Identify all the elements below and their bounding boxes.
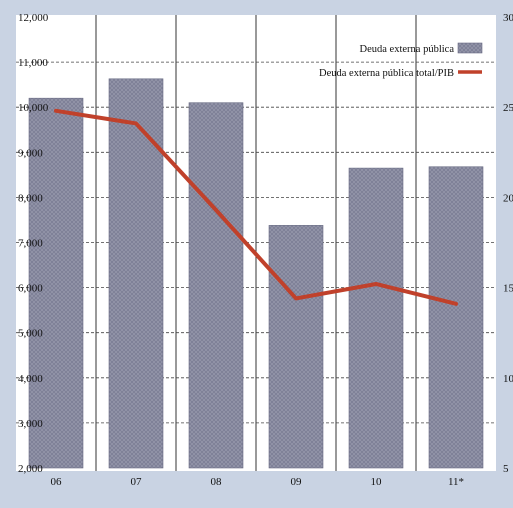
category-label: 08 bbox=[211, 476, 223, 488]
right-tick-label: 20 bbox=[503, 192, 513, 204]
right-tick-label: 15 bbox=[503, 283, 513, 295]
category-label: 10 bbox=[371, 476, 383, 488]
right-tick-label: 30 bbox=[503, 12, 513, 24]
right-tick-label: 10 bbox=[503, 373, 513, 385]
category-label: 11* bbox=[448, 476, 464, 488]
category-label: 07 bbox=[131, 476, 143, 488]
left-tick-label: 11,000 bbox=[18, 57, 48, 69]
left-tick-label: 7,000 bbox=[18, 238, 43, 250]
left-tick-label: 10,000 bbox=[18, 102, 49, 114]
right-tick-label: 25 bbox=[503, 102, 513, 114]
left-tick-label: 4,000 bbox=[18, 373, 43, 385]
bar-11* bbox=[429, 167, 483, 468]
left-tick-label: 12,000 bbox=[18, 12, 49, 24]
legend-label-line: Deuda externa pública total/PIB bbox=[319, 68, 454, 79]
legend-swatch-bar bbox=[458, 43, 482, 53]
bar-08 bbox=[189, 103, 243, 468]
left-tick-label: 8,000 bbox=[18, 192, 43, 204]
right-tick-label: 5 bbox=[503, 463, 509, 475]
left-tick-label: 5,000 bbox=[18, 328, 43, 340]
left-tick-label: 9,000 bbox=[18, 147, 43, 159]
category-label: 09 bbox=[291, 476, 303, 488]
left-tick-label: 2,000 bbox=[18, 463, 43, 475]
bar-09 bbox=[269, 225, 323, 468]
left-tick-label: 6,000 bbox=[18, 283, 43, 295]
bar-07 bbox=[109, 79, 163, 468]
legend-label-bar: Deuda externa pública bbox=[360, 44, 455, 55]
left-tick-label: 3,000 bbox=[18, 418, 43, 430]
category-label: 06 bbox=[51, 476, 63, 488]
bar-10 bbox=[349, 168, 403, 468]
